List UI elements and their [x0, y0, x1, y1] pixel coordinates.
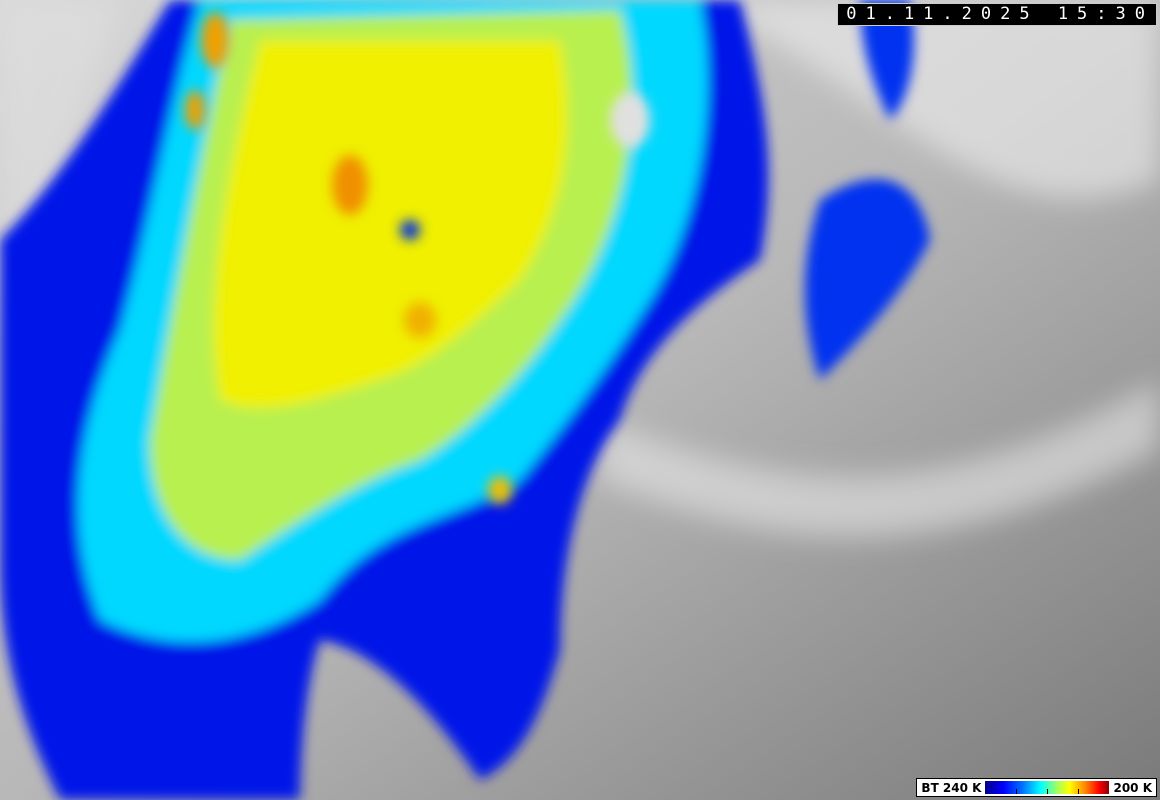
cold-cloud-region: [0, 0, 930, 800]
warm-cores: [185, 12, 650, 504]
colorbar-tick: [1047, 789, 1049, 794]
legend-label-right: 200 K: [1113, 780, 1152, 795]
color-legend: BT 240 K 200 K: [916, 778, 1157, 797]
legend-label-left: BT 240 K: [921, 780, 982, 795]
colorbar-tick: [1078, 789, 1080, 794]
colorbar: [985, 781, 1110, 794]
timestamp-label: 01.11.2025 15:30: [837, 3, 1157, 26]
colorbar-tick: [1016, 789, 1018, 794]
